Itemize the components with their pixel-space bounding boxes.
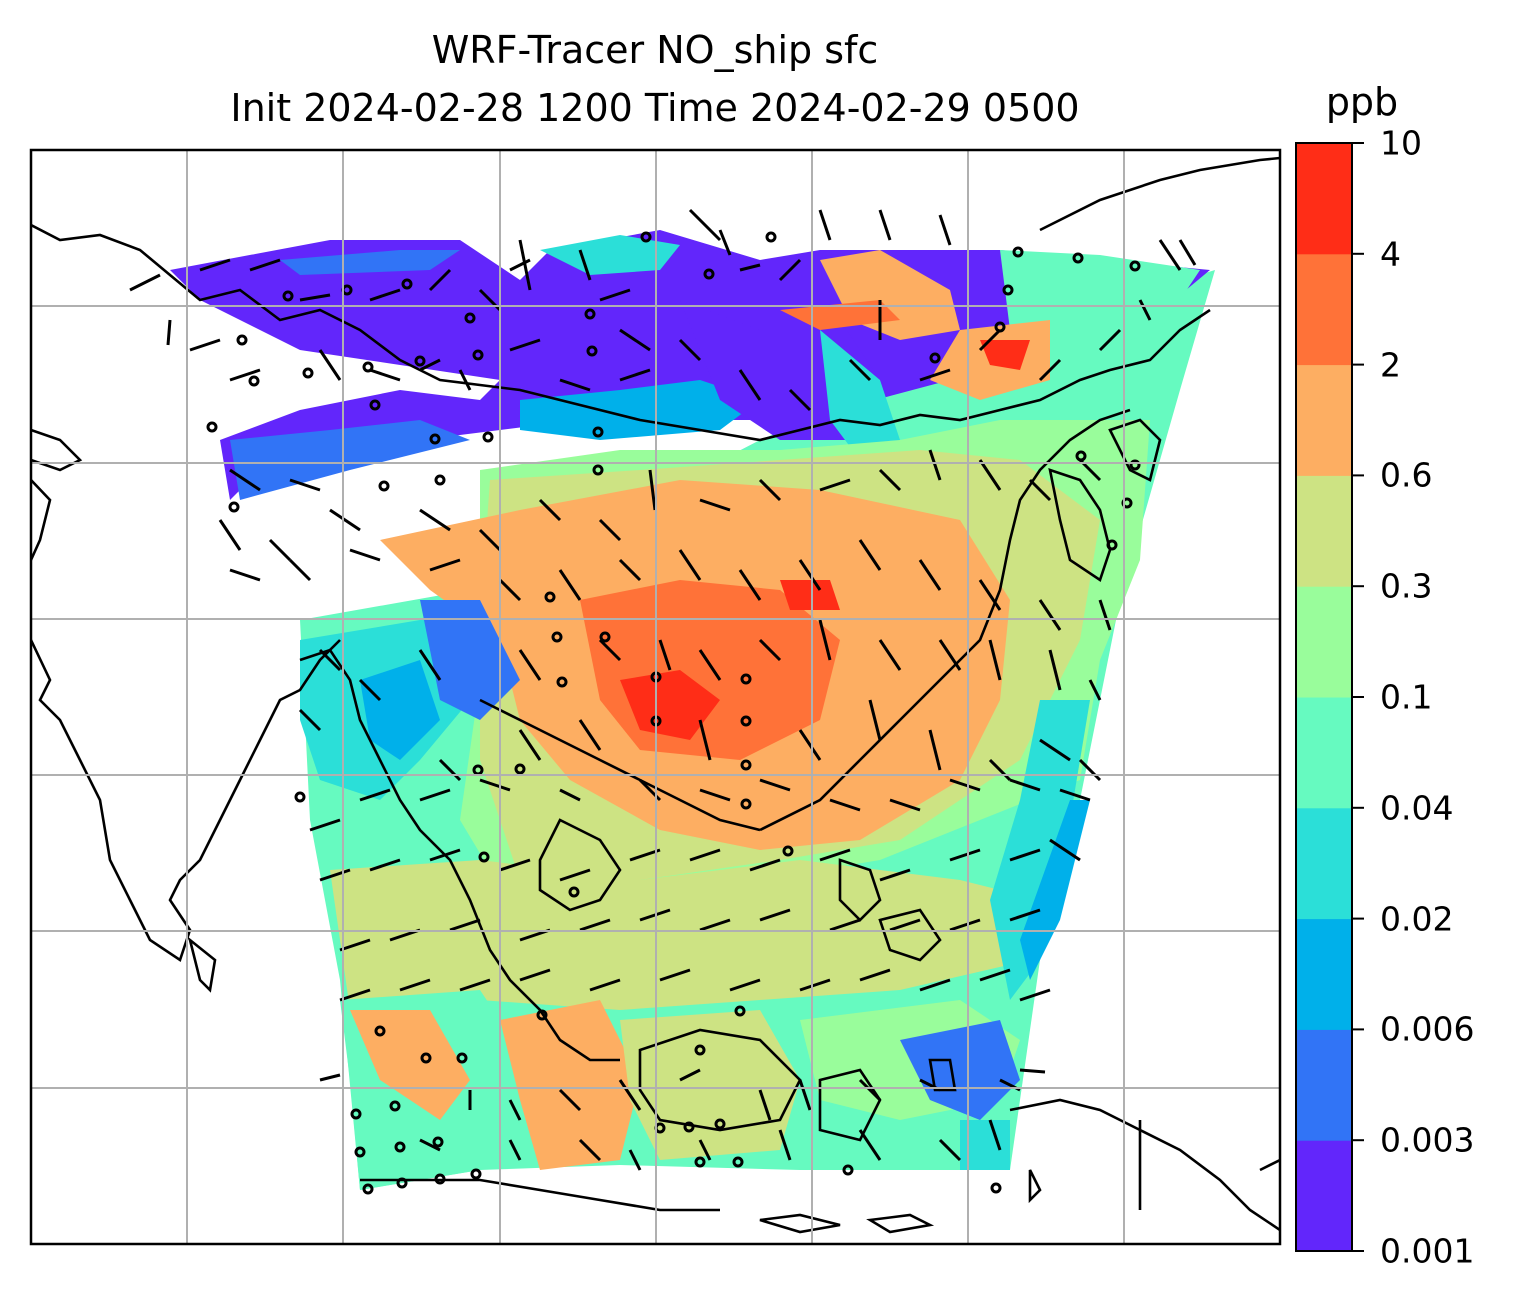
chart-title-line-1: WRF-Tracer NO_ship sfc: [431, 28, 879, 72]
colorbar-tick-label: 0.1: [1380, 677, 1433, 717]
colorbar-tick-label: 0.003: [1380, 1120, 1475, 1160]
colorbar-tick-label: 0.6: [1380, 455, 1433, 495]
map-frame: [29, 148, 1282, 1246]
colorbar-tick-label: 0.006: [1380, 1009, 1475, 1049]
colorbar-tick-label: 10: [1380, 123, 1422, 163]
colorbar-tick-label: 4: [1380, 234, 1401, 274]
colorbar-segment: [1296, 143, 1352, 255]
colorbar-segment: [1296, 1140, 1352, 1252]
colorbar-segment: [1296, 697, 1352, 809]
colorbar-segment: [1296, 918, 1352, 1030]
colorbar-segment: [1296, 253, 1352, 366]
colorbar-tick-label: 0.04: [1380, 788, 1454, 828]
colorbar-unit-label: ppb: [1325, 80, 1399, 124]
colorbar-tick-label: 0.02: [1380, 899, 1454, 939]
colorbar-tick-label: 2: [1380, 345, 1401, 385]
map-panel: [31, 150, 1280, 1244]
colorbar-segment: [1296, 807, 1352, 920]
colorbar-tick-label: 0.3: [1380, 566, 1433, 606]
colorbar-frame: [1295, 142, 1353, 1252]
chart-title-line-2: Init 2024-02-28 1200 Time 2024-02-29 050…: [230, 86, 1080, 130]
colorbar-segment: [1296, 586, 1352, 698]
colorbar: [1296, 142, 1364, 1252]
colorbar-segment: [1296, 475, 1352, 587]
colorbar-segment: [1296, 364, 1352, 476]
calm-wind-circles: [206, 231, 1141, 1195]
tracer-field: [170, 230, 1215, 1190]
wind-barbs: [129, 208, 1197, 1171]
colorbar-tick-label: 0.001: [1380, 1231, 1475, 1271]
colorbar-segment: [1296, 1029, 1352, 1141]
gridlines: [31, 150, 1280, 1244]
